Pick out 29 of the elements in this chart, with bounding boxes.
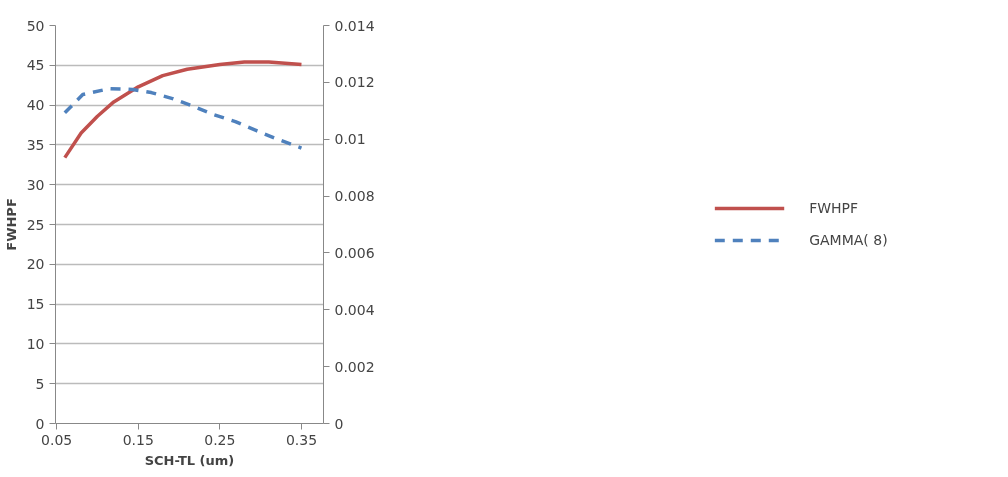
y-tick-label: 0 — [35, 415, 45, 432]
y2-tick-label: 0.01 — [334, 131, 366, 148]
y-tick-label: 20 — [26, 256, 45, 273]
x-tick-label: 0.25 — [204, 431, 236, 448]
y2-tick-label: 0.002 — [334, 358, 375, 375]
y-tick-label: 35 — [26, 136, 45, 153]
y-tick-label: 45 — [26, 57, 45, 74]
legend-label: GAMMA( 8) — [809, 232, 888, 248]
y2-tick-label: 0.008 — [334, 188, 375, 205]
y2-tick-label: 0.006 — [334, 244, 375, 261]
y-tick-label: 40 — [26, 97, 45, 114]
x-tick-label: 0.15 — [122, 431, 154, 448]
y2-tick-label: 0.014 — [334, 17, 375, 34]
line-series — [63, 86, 304, 150]
y-tick-label: 5 — [35, 375, 45, 392]
y-axis-title: FWHPF — [3, 198, 19, 251]
y2-tick-label: 0.004 — [334, 301, 375, 318]
legend-label: FWHPF — [809, 200, 859, 216]
x-axis-title: SCH-TL (um) — [144, 452, 235, 468]
x-tick-label: 0.35 — [285, 431, 318, 448]
y-tick-label: 25 — [26, 216, 45, 233]
line-series — [63, 60, 304, 160]
y2-tick-label: 0 — [334, 415, 344, 432]
y-tick-label: 15 — [26, 296, 45, 313]
y-tick-label: 10 — [26, 335, 45, 352]
x-tick-label: 0.05 — [41, 431, 73, 448]
y-tick-label: 50 — [26, 17, 45, 34]
y-tick-label: 30 — [26, 176, 45, 193]
y2-tick-label: 0.012 — [334, 74, 375, 91]
